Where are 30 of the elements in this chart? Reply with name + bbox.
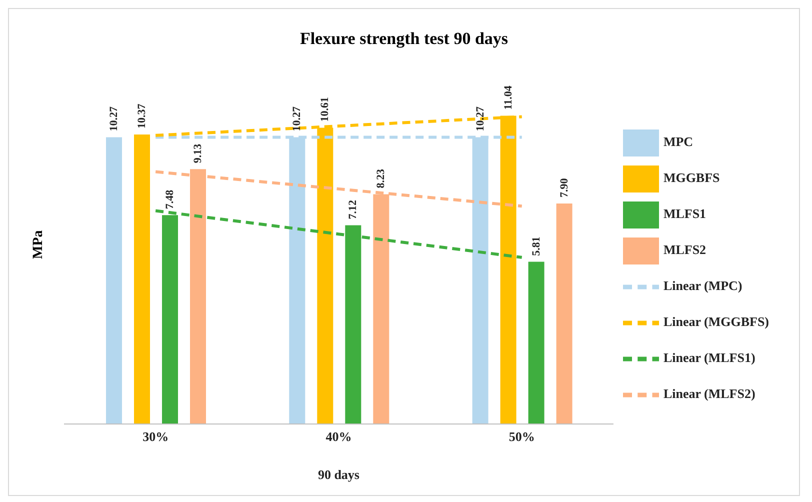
data-label: 7.90 xyxy=(558,178,570,198)
legend-label: Linear (MLFS1) xyxy=(663,350,756,365)
data-label: 9.13 xyxy=(192,143,204,164)
bar xyxy=(528,262,544,424)
data-label: 11.04 xyxy=(502,85,514,110)
x-tick-label: 50% xyxy=(508,429,535,444)
data-label: 10.27 xyxy=(474,106,486,132)
data-label: 10.37 xyxy=(136,103,148,129)
x-tick-label: 40% xyxy=(326,429,352,444)
legend-label: Linear (MGGBFS) xyxy=(663,314,769,329)
data-label: 7.48 xyxy=(164,189,176,210)
data-label: 10.61 xyxy=(319,97,332,122)
data-label: 8.23 xyxy=(375,168,388,188)
chart-title: Flexure strength test 90 days xyxy=(298,29,510,49)
legend-label: Linear (MPC) xyxy=(663,278,742,293)
legend-label: MLFS2 xyxy=(663,242,706,257)
data-label: 5.81 xyxy=(530,236,542,256)
bar xyxy=(556,203,572,424)
legend-label: Linear (MLFS2) xyxy=(663,386,756,401)
legend-label: MGGBFS xyxy=(663,170,720,185)
x-axis-title: 90 days xyxy=(318,467,360,482)
data-label: 10.27 xyxy=(108,106,120,132)
legend-label: MPC xyxy=(663,134,694,149)
bar xyxy=(106,137,122,424)
bar xyxy=(134,134,150,424)
x-tick-label: 30% xyxy=(142,429,169,444)
data-label: 10.27 xyxy=(291,106,304,132)
legend-label: MLFS1 xyxy=(663,206,706,221)
y-axis-title: MPa xyxy=(31,230,47,259)
data-label: 7.12 xyxy=(347,199,360,220)
